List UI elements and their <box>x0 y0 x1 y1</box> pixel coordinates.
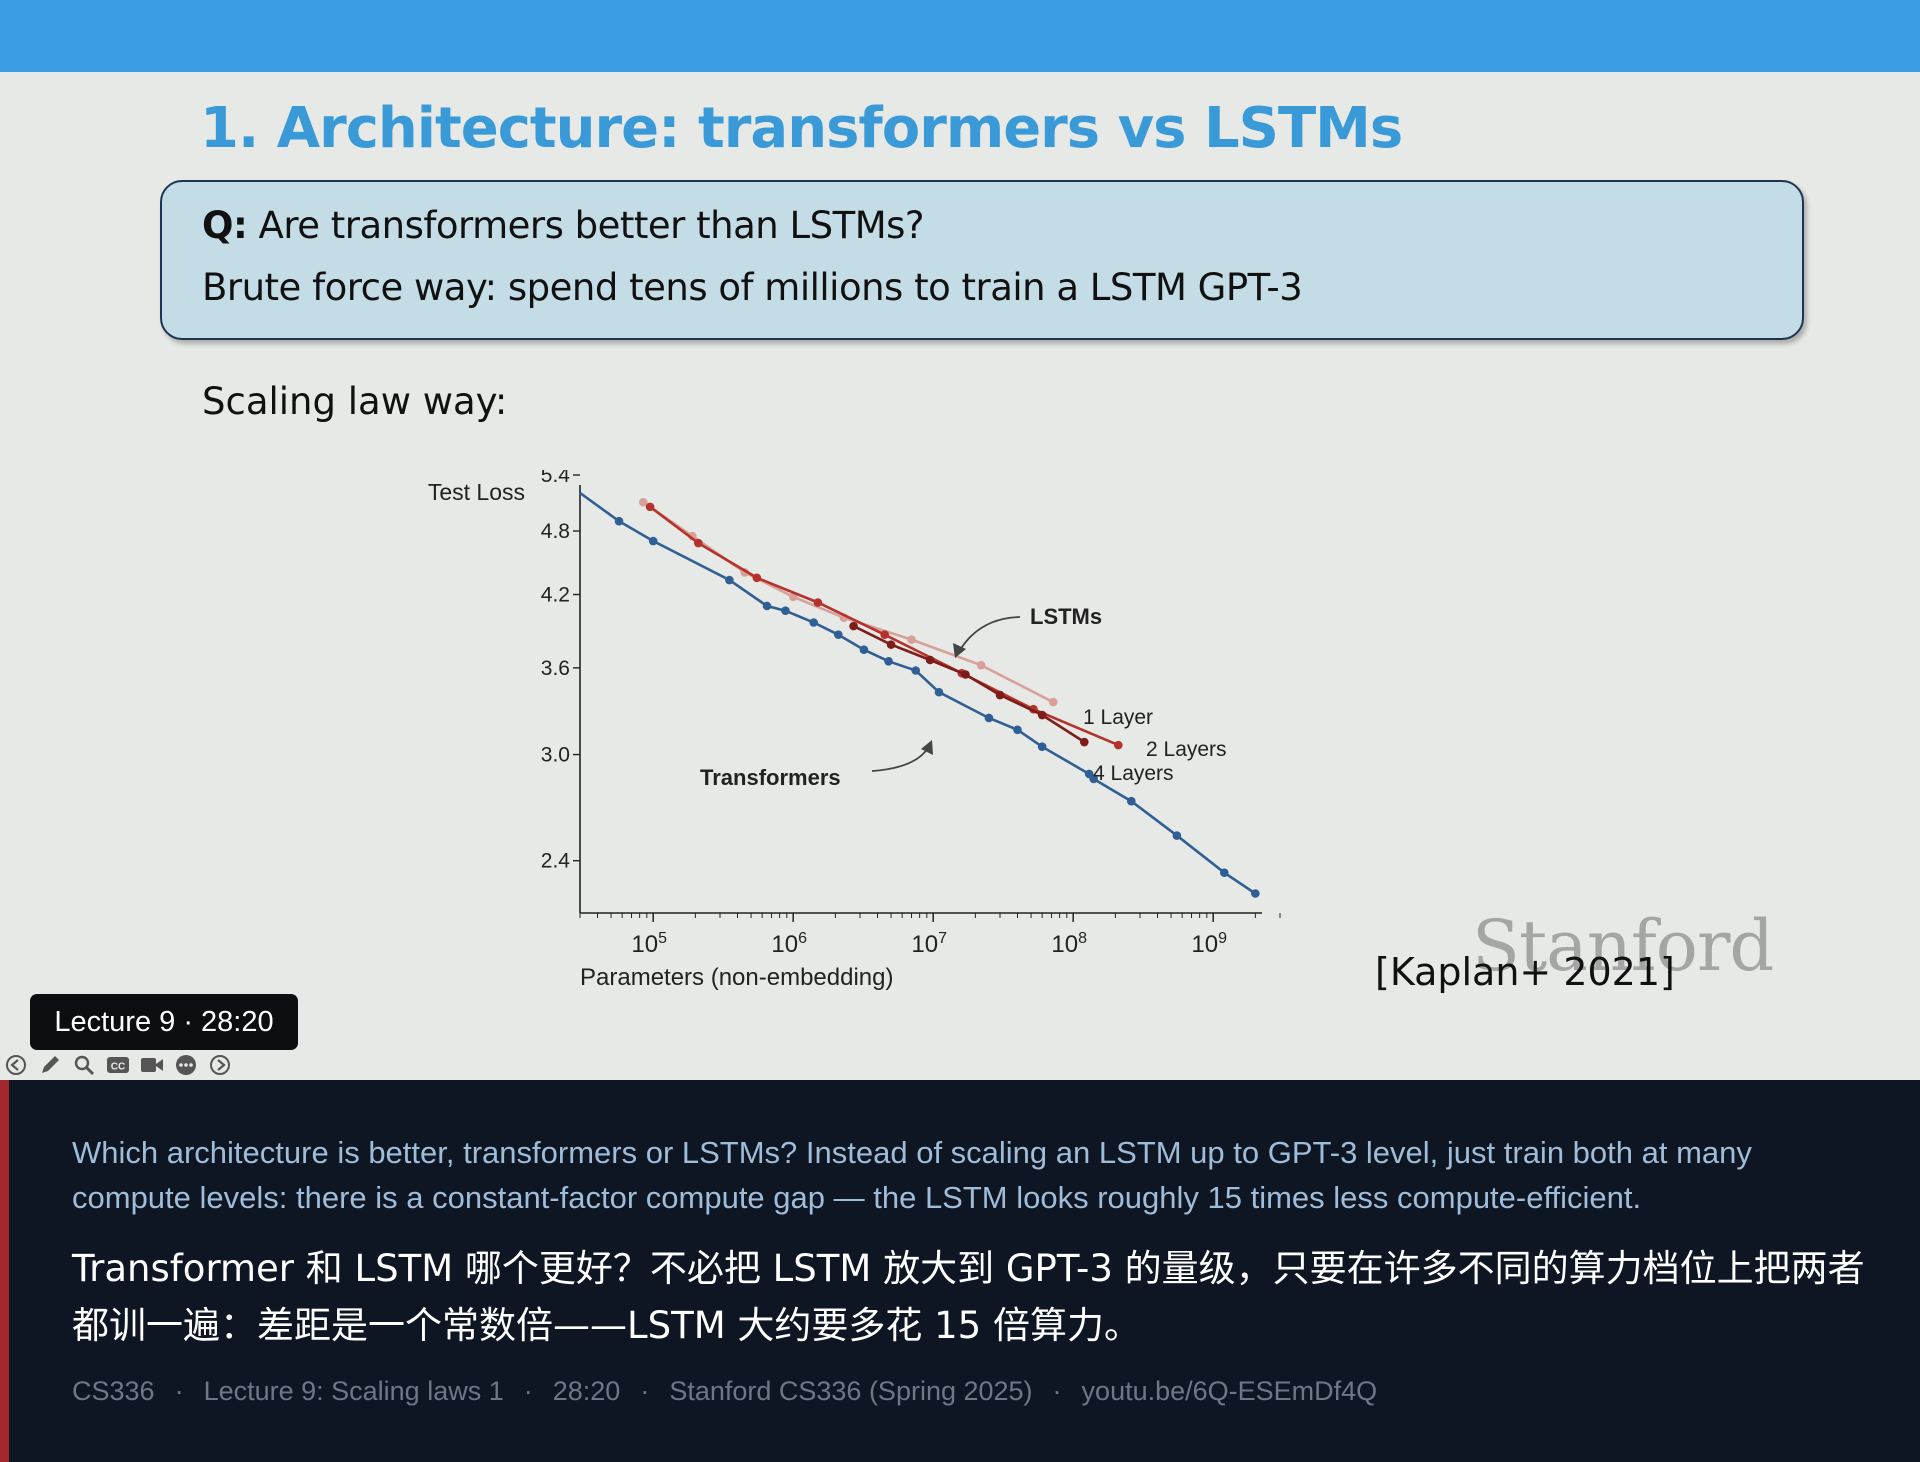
1-layer-point <box>907 635 916 644</box>
meta-separator: · <box>174 1376 184 1406</box>
4-layers-point <box>1037 710 1047 720</box>
lstms-arrow <box>959 616 1021 651</box>
transformers-point <box>1089 774 1098 784</box>
slide-title: 1. Architecture: transformers vs LSTMs <box>200 96 1403 161</box>
chinese-subtitle: Transformer 和 LSTM 哪个更好？不必把 LSTM 放大到 GPT… <box>72 1247 1865 1347</box>
svg-text:CC: CC <box>111 1062 125 1073</box>
transformers-annotation: Transformers <box>700 765 841 790</box>
y-axis-label: Test Loss <box>428 479 525 505</box>
x-tick-label: 108 <box>1051 930 1087 958</box>
transformers-point <box>1251 889 1260 898</box>
2-layers-point <box>645 502 655 512</box>
meta-separator: · <box>523 1376 533 1406</box>
x-tick-label: 107 <box>911 930 947 958</box>
transformers-point <box>1219 868 1229 878</box>
transformers-point <box>1037 742 1047 751</box>
video-meta: CS336 · Lecture 9: Scaling laws 1 · 28:2… <box>72 1376 1377 1407</box>
transformers-point <box>834 630 843 639</box>
transformers-point <box>781 606 790 615</box>
video-icon[interactable] <box>140 1053 164 1077</box>
y-tick-label: 4.8 <box>541 520 570 543</box>
transformers-point <box>762 601 772 611</box>
prev-icon[interactable] <box>4 1053 28 1077</box>
2-layers-point <box>1114 740 1123 750</box>
more-icon[interactable] <box>174 1053 198 1077</box>
series-label-4-layers: 4 Layers <box>1093 762 1174 785</box>
transformers-point <box>984 713 994 723</box>
4-layers-point <box>1079 737 1089 747</box>
4-layers-point <box>849 621 858 631</box>
series-label-1-layer: 1 Layer <box>1083 706 1153 729</box>
accent-bar <box>0 1080 9 1462</box>
y-tick-label: 3.0 <box>541 744 570 767</box>
2-layers-point <box>752 573 762 583</box>
y-tick-label: 2.4 <box>541 850 571 873</box>
x-axis-label: Parameters (non-embedding) <box>580 964 894 991</box>
brute-force-line: Brute force way: spend tens of millions … <box>202 266 1303 309</box>
1-layer-point <box>1048 697 1058 707</box>
next-icon[interactable] <box>208 1053 232 1077</box>
4-layers-point <box>995 690 1005 700</box>
transformers-point <box>884 656 893 666</box>
transformers-point <box>725 575 734 585</box>
x-tick-label: 106 <box>771 930 807 958</box>
meta-separator: · <box>1052 1376 1062 1406</box>
stanford-logo: Stanford <box>1472 905 1774 987</box>
english-subtitle: Which architecture is better, transforme… <box>72 1135 1752 1215</box>
transformers-line <box>579 491 1257 895</box>
transformers-point <box>911 666 921 675</box>
transformers-point <box>614 516 624 526</box>
cc-icon[interactable]: CC <box>106 1053 130 1077</box>
transformers-point <box>809 618 818 627</box>
question-line: Q: Are transformers better than LSTMs? <box>202 204 925 247</box>
transformers-point <box>1013 725 1022 735</box>
4-layers-point <box>961 670 970 679</box>
1-layer-line <box>642 501 1054 704</box>
subtitle-panel: Which architecture is better, transforme… <box>0 1080 1920 1462</box>
player-toolbar: CC <box>4 1052 232 1078</box>
x-tick-label: 105 <box>631 930 667 958</box>
test-loss-chart: 5.4 4.8 4.2 3.6 3.0 2.4 Test Loss 105 106 107 108 1… <box>428 470 1281 991</box>
transformers-point <box>859 645 869 654</box>
transformers-arrowhead <box>921 740 933 755</box>
1-layer-point <box>976 660 986 670</box>
scaling-law-label: Scaling law way: <box>202 380 508 423</box>
2-layers-line <box>649 505 1119 747</box>
y-tick-label: 5.4 <box>541 470 571 487</box>
lstms-arrowhead <box>953 643 966 658</box>
meta-course: CS336 <box>72 1376 155 1406</box>
zoom-icon[interactable] <box>72 1053 96 1077</box>
question-prefix: Q: <box>202 204 248 247</box>
series-label-2-layers: 2 Layers <box>1146 738 1227 761</box>
transformers-point <box>934 687 944 697</box>
transformers-point <box>1126 796 1136 806</box>
meta-playlist: Stanford CS336 (Spring 2025) <box>669 1376 1033 1406</box>
lstms-annotation: LSTMs <box>1030 604 1102 629</box>
transformers-point <box>648 536 658 546</box>
top-band <box>0 0 1920 72</box>
meta-lecture: Lecture 9: Scaling laws 1 <box>203 1376 504 1406</box>
meta-separator: · <box>640 1376 650 1406</box>
x-tick-label: 109 <box>1191 930 1227 958</box>
question-box: Q: Are transformers better than LSTMs? B… <box>160 180 1804 340</box>
question-text: Are transformers better than LSTMs? <box>258 204 925 247</box>
citation: [Kaplan+ 2021] <box>1375 950 1675 994</box>
2-layers-point <box>880 630 889 639</box>
transformers-arrow <box>871 747 929 772</box>
video-timestamp-badge: Lecture 9 · 28:20 <box>30 994 298 1050</box>
1-layer-point <box>639 497 648 507</box>
4-layers-point <box>886 640 896 649</box>
2-layers-point <box>694 538 703 548</box>
transformers-point <box>1172 831 1182 840</box>
y-tick-label: 4.2 <box>541 584 570 607</box>
meta-link[interactable]: youtu.be/6Q-ESEmDf4Q <box>1081 1376 1378 1406</box>
2-layers-point <box>813 598 823 607</box>
y-tick-label: 3.6 <box>541 657 570 680</box>
meta-time: 28:20 <box>552 1376 621 1406</box>
pen-icon[interactable] <box>38 1053 62 1077</box>
4-layers-point <box>925 655 935 665</box>
